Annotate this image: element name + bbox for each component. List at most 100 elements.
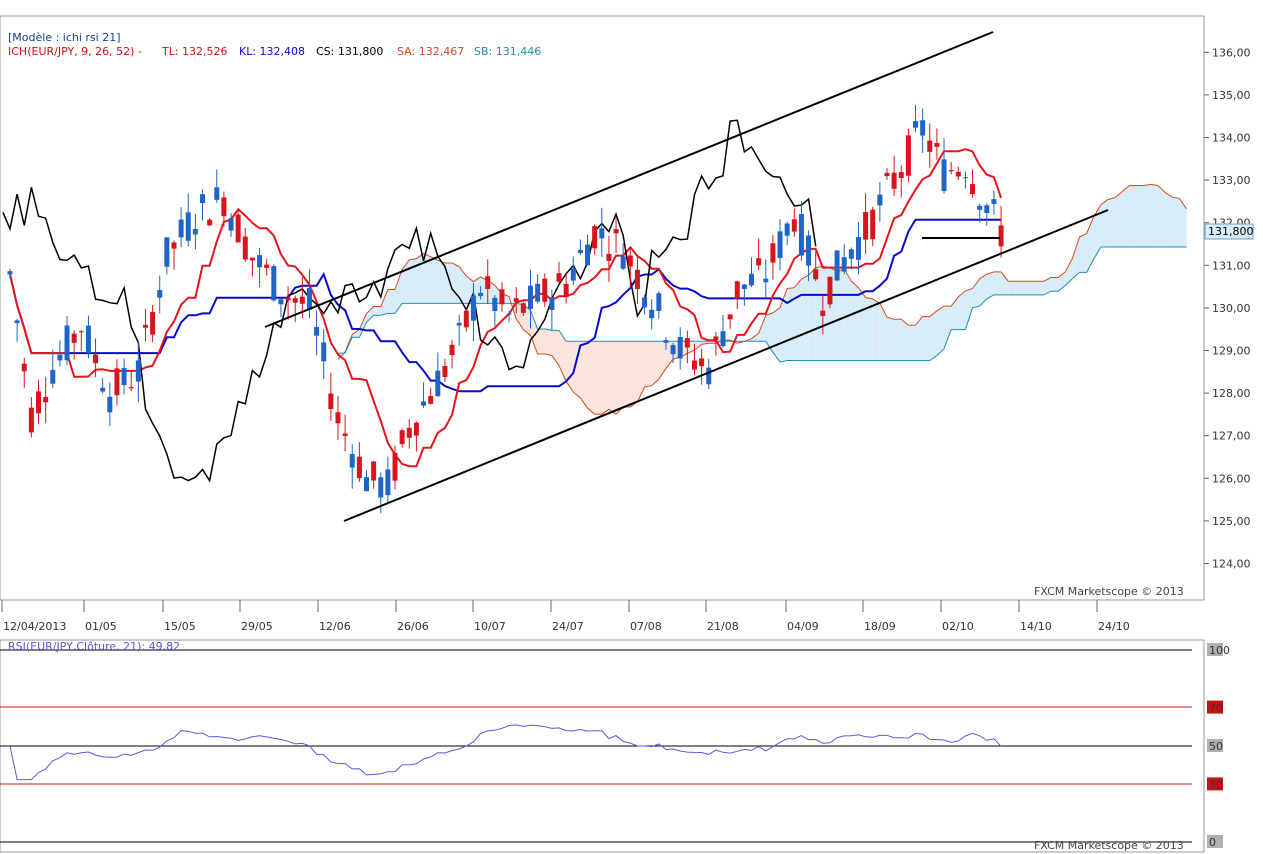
- rsi-tick-badge: [1207, 835, 1223, 848]
- price-panel[interactable]: [0, 15, 1205, 601]
- candle-body: [998, 225, 1004, 247]
- last-price-text: 131,800: [1208, 225, 1254, 238]
- cloud-segment: [366, 306, 374, 323]
- cloud-segment: [972, 278, 980, 308]
- candle-body: [306, 288, 312, 310]
- cloud-segment: [765, 312, 773, 353]
- model-label: [Modèle : ichi rsi 21]: [8, 31, 121, 44]
- candle-body: [242, 236, 248, 260]
- cloud-segment: [1043, 277, 1051, 295]
- cloud-segment: [359, 313, 367, 338]
- candle-body: [670, 345, 676, 355]
- candle-body: [221, 197, 227, 217]
- indicator-prefix: ICH(EUR/JPY, 9, 26, 52) -: [8, 45, 142, 58]
- cloud-segment: [886, 317, 895, 361]
- cloud-segment: [1050, 277, 1059, 292]
- candle-body: [520, 303, 526, 313]
- rsi-tick-label: 30: [1209, 778, 1223, 791]
- candle-body: [128, 387, 134, 389]
- cloud-segment: [630, 341, 638, 408]
- price-tick-label: 134,00: [1212, 132, 1251, 145]
- candle-body: [371, 461, 377, 481]
- candle-body: [934, 143, 940, 147]
- cloud-segment: [416, 253, 424, 304]
- candle-body: [984, 205, 990, 213]
- candle-body: [613, 229, 619, 234]
- candle-body: [271, 266, 277, 301]
- cloud-segment: [1172, 197, 1180, 247]
- cloud-segment: [1115, 191, 1123, 247]
- cloud-segment: [965, 288, 973, 330]
- cloud-segment: [423, 253, 431, 304]
- cloud-segment: [794, 278, 802, 361]
- candle-body: [463, 310, 469, 328]
- price-tick-label: 131,00: [1212, 259, 1251, 272]
- cloud-segment: [608, 341, 617, 415]
- price-tick-label: 133,00: [1212, 174, 1251, 187]
- price-tick-label: 124,00: [1212, 558, 1251, 571]
- candle-body: [64, 325, 70, 361]
- candle-body: [970, 184, 976, 195]
- candle-body: [827, 276, 833, 305]
- candle-body: [349, 454, 355, 468]
- candle-body: [513, 298, 519, 302]
- candle-body: [642, 297, 648, 308]
- cloud-segment: [944, 306, 952, 349]
- cloud-segment: [1100, 199, 1109, 247]
- candle-body: [214, 187, 220, 200]
- candle-body: [577, 249, 583, 254]
- candle-body: [328, 393, 334, 410]
- cloud-segment: [894, 319, 902, 361]
- cloud-segment: [395, 269, 403, 314]
- candle-body: [399, 430, 405, 445]
- candle-body: [356, 456, 362, 479]
- rsi-tick-badge: [1207, 643, 1223, 656]
- cloud-segment: [851, 281, 859, 361]
- price-tick-label: 136,00: [1212, 46, 1251, 59]
- cloud-segment: [1029, 281, 1037, 295]
- cloud-segment: [858, 287, 866, 361]
- time-tick-label: 26/06: [397, 620, 429, 633]
- candle-body: [599, 228, 605, 239]
- rsi-label: RSI(EUR/JPY,Clôture, 21): 49,82: [8, 640, 180, 653]
- rsi-panel[interactable]: RSI(EUR/JPY,Clôture, 21): 49,82 FXCM Mar…: [0, 639, 1230, 853]
- candle-body: [620, 256, 626, 269]
- cloud-segment: [922, 316, 930, 361]
- candle-body: [278, 299, 284, 305]
- cloud-segment: [430, 256, 438, 304]
- tenkan-value: TL: 132,526: [161, 45, 228, 58]
- candle-body: [435, 370, 441, 397]
- candle-body: [955, 171, 961, 177]
- cloud-segment: [979, 274, 987, 307]
- candle-body: [884, 172, 890, 177]
- trend-support-line: [343, 209, 1109, 522]
- candle-body: [727, 314, 733, 320]
- time-tick-label: 10/07: [474, 620, 506, 633]
- candle-body: [585, 244, 591, 266]
- candle-body: [43, 396, 49, 403]
- cloud-segment: [1129, 185, 1137, 247]
- cloud-segment: [637, 341, 645, 402]
- candle-body: [741, 284, 747, 290]
- cloud-segment: [694, 341, 702, 351]
- candle-body: [478, 292, 484, 297]
- cloud-segment: [1157, 185, 1166, 247]
- candle-body: [891, 172, 897, 189]
- candle-body: [549, 297, 555, 310]
- candle-body: [677, 336, 683, 359]
- candle-body: [257, 255, 263, 268]
- candle-body: [927, 140, 933, 152]
- cloud-segment: [1065, 258, 1073, 286]
- candle-body: [178, 219, 184, 238]
- cloud-segment: [837, 268, 845, 361]
- cloud-segment: [352, 329, 360, 338]
- candle-body: [299, 296, 305, 304]
- candle-body: [634, 269, 640, 290]
- cloud-segment: [601, 341, 609, 415]
- price-tick-label: 125,00: [1212, 515, 1251, 528]
- candle-body: [920, 120, 926, 136]
- time-tick-label: 24/10: [1098, 620, 1130, 633]
- cloud-segment: [452, 263, 460, 304]
- candle-body: [977, 205, 983, 210]
- price-tick-label: 135,00: [1212, 89, 1251, 102]
